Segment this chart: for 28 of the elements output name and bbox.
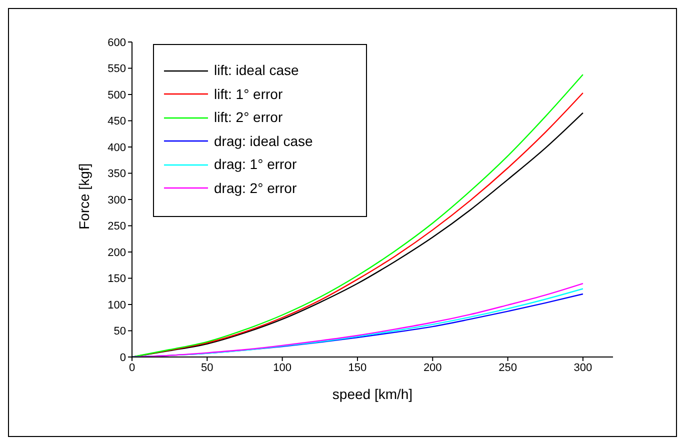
y-axis-title: Force [kgf]: [76, 163, 92, 230]
y-tick-label: 500: [108, 89, 126, 102]
y-tick-label: 150: [108, 273, 126, 286]
y-tick-label: 600: [108, 36, 126, 49]
x-axis-title: speed [km/h]: [332, 386, 413, 402]
y-tick-label: 100: [108, 299, 126, 312]
y-tick-label: 350: [108, 168, 126, 180]
y-tick-label: 50: [114, 326, 126, 338]
y-tick-label: 450: [108, 116, 126, 128]
y-tick-label: 0: [120, 352, 126, 364]
legend-label: drag: 1° error: [214, 155, 297, 174]
y-tick-label: 550: [108, 63, 126, 76]
y-tick-label: 200: [108, 246, 126, 259]
legend-label: lift: 2° error: [214, 108, 283, 127]
legend-label: lift: 1° error: [214, 84, 283, 104]
legend-label: lift: ideal case: [214, 61, 299, 80]
x-tick-label: 300: [574, 362, 592, 374]
legend-label: drag: ideal case: [214, 132, 313, 151]
x-tick-label: 50: [201, 362, 214, 374]
y-tick-label: 250: [108, 220, 126, 233]
y-tick-label: 400: [108, 142, 126, 154]
x-tick-label: 0: [128, 362, 136, 374]
x-tick-label: 150: [348, 362, 367, 374]
y-tick-label: 300: [108, 194, 126, 206]
x-tick-label: 100: [273, 362, 292, 374]
legend-label: drag: 2° error: [214, 178, 297, 198]
x-tick-label: 200: [423, 362, 442, 374]
x-tick-label: 250: [498, 362, 517, 374]
